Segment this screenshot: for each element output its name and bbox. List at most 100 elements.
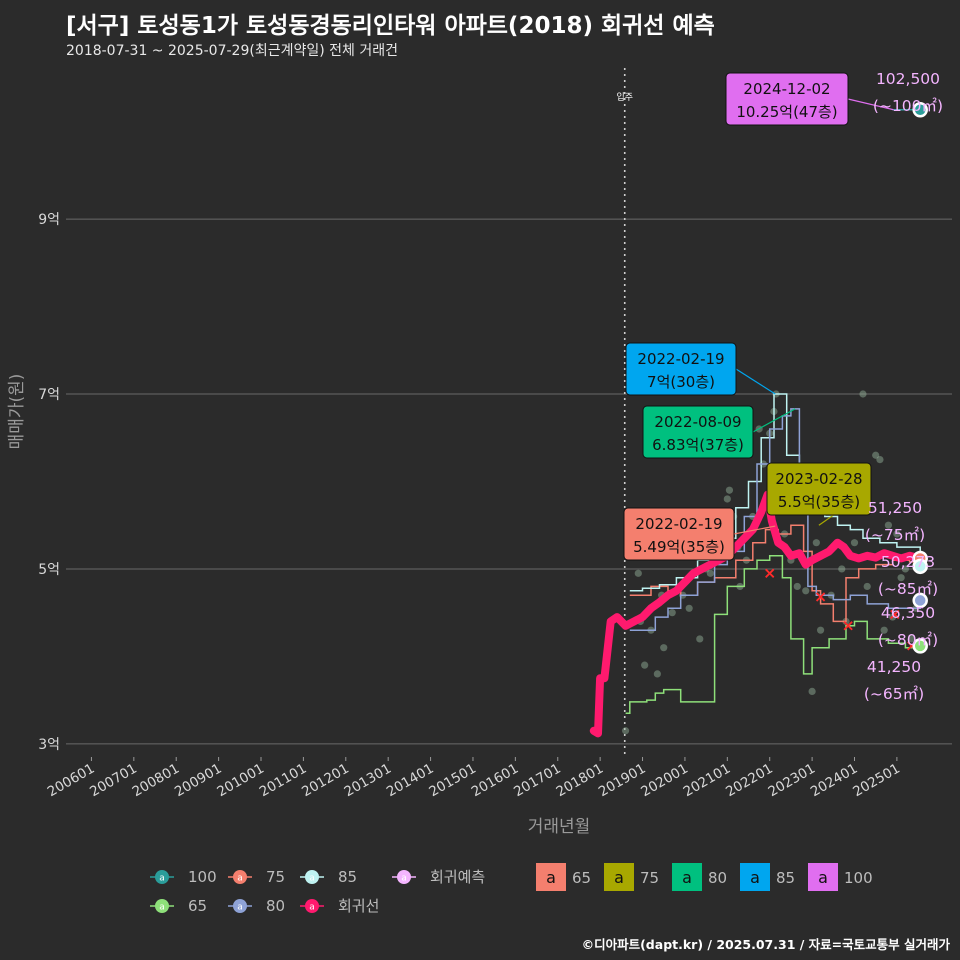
trade-point — [876, 456, 884, 464]
x-tick-label: 200901 — [172, 761, 225, 801]
legend-box-letter: a — [546, 868, 556, 887]
y-tick-label: 3억 — [38, 737, 60, 753]
forecast-area-label: (~75㎡) — [865, 526, 925, 544]
legend-box-letter: a — [614, 868, 624, 887]
legend-label: 75 — [266, 868, 285, 886]
trade-point — [706, 569, 714, 577]
x-tick-label: 200801 — [130, 761, 183, 801]
y-tick-label: 9억 — [38, 212, 60, 228]
forecast-value-label: 102,500 — [876, 70, 940, 88]
forecast-point-s65 — [912, 638, 928, 654]
legend-box-letter: a — [682, 868, 692, 887]
forecast-point-s85 — [912, 558, 928, 575]
trade-point — [850, 539, 859, 547]
trade-point — [802, 587, 810, 595]
legend-dot — [397, 870, 411, 884]
trade-point — [901, 565, 909, 573]
trade-point — [685, 604, 693, 612]
legend-box — [604, 863, 634, 891]
trade-point — [880, 626, 888, 634]
legend-box — [536, 863, 566, 891]
legend-dot-letter: a — [401, 874, 407, 884]
x-tick-label: 201001 — [214, 761, 267, 801]
legend-box — [808, 863, 838, 891]
legend-box-letter: a — [818, 868, 828, 887]
legend-dot-letter: a — [237, 874, 243, 884]
annotation-date: 2022-08-09 — [654, 413, 741, 431]
cross-mark — [843, 621, 853, 631]
trade-point — [863, 582, 871, 591]
legend-box-label: 85 — [776, 869, 795, 887]
legend-dot-letter: a — [309, 903, 315, 913]
trade-point — [859, 390, 867, 398]
regression-line — [589, 490, 925, 738]
legend-box-label: 80 — [708, 869, 727, 887]
legend-label: 회귀선 — [338, 897, 379, 915]
trade-point — [893, 530, 901, 538]
x-tick-label: 201801 — [554, 761, 607, 801]
legend-label: 회귀예측 — [430, 868, 485, 886]
series-line-s80 — [629, 408, 921, 631]
annotation-value: 6.83억(37층) — [652, 436, 744, 454]
annotation-value: 7억(30층) — [647, 373, 715, 391]
trade-point — [641, 661, 649, 669]
trade-point — [725, 486, 734, 494]
plot-panel — [66, 66, 952, 757]
annotation-connector — [847, 98, 894, 111]
trade-point — [660, 644, 668, 652]
legend-box-letter: a — [750, 868, 760, 887]
forecast-area-label: (~80㎡) — [878, 631, 938, 649]
legend-dot — [305, 870, 319, 884]
legend-dot — [233, 870, 247, 884]
source-caption: ©디아파트(dapt.kr) / 2025.07.31 / 자료=국토교통부 실… — [581, 937, 950, 952]
trade-point — [634, 569, 642, 577]
legend-box — [672, 863, 702, 891]
x-tick-label: 201101 — [257, 761, 310, 801]
x-tick-label: 202501 — [850, 761, 903, 801]
x-tick-label: 202401 — [808, 761, 861, 801]
legend-dot-letter: a — [159, 903, 165, 913]
forecast-area-label: (~65㎡) — [864, 685, 924, 703]
cross-mark — [765, 568, 775, 578]
legend-dot-letter: a — [159, 874, 165, 884]
trade-point — [668, 609, 676, 617]
y-tick-label: 7억 — [38, 387, 60, 403]
annotation-box — [642, 405, 754, 459]
trade-point — [816, 626, 825, 634]
annotation-date: 2022-02-19 — [637, 350, 724, 368]
trade-point — [812, 539, 820, 547]
move-in-label: 입주 — [616, 91, 633, 103]
cross-mark — [815, 592, 826, 602]
annotation-value: 5.49억(35층) — [633, 538, 725, 556]
x-tick-label: 201201 — [299, 761, 352, 801]
x-tick-label: 202001 — [638, 761, 691, 801]
chart-title: [서구] 토성동1가 토성동경동리인타워 아파트(2018) 회귀선 예측 — [66, 13, 715, 39]
x-tick-label: 201401 — [384, 761, 437, 801]
legend-dot — [155, 899, 169, 913]
x-tick-label: 201501 — [426, 761, 479, 801]
x-tick-label: 200701 — [87, 761, 140, 801]
x-tick-label: 201701 — [511, 761, 564, 801]
legend-dot-letter: a — [237, 903, 243, 913]
y-tick-label: 5억 — [38, 562, 60, 578]
annotation-box — [766, 462, 872, 516]
legend-box — [740, 863, 770, 891]
forecast-point-s100 — [912, 101, 928, 118]
trade-point — [838, 565, 846, 573]
annotation-box — [725, 72, 849, 126]
annotation-value: 5.5억(35층) — [778, 493, 860, 511]
annotation-connector — [733, 525, 776, 535]
legend-dot — [305, 899, 319, 913]
series-line-s85 — [629, 393, 921, 592]
legend-dot — [233, 899, 247, 913]
annotation-date: 2024-12-02 — [743, 80, 830, 98]
legend-label: 80 — [266, 897, 285, 915]
trade-point — [723, 495, 731, 503]
trade-point — [793, 582, 801, 591]
annotation-connector — [752, 408, 796, 433]
legend-dot-letter: a — [309, 874, 315, 884]
annotation-connector — [735, 368, 776, 395]
x-tick-label: 201601 — [469, 761, 522, 801]
plot-svg: 3억5억7억9억20060120070120080120090120100120… — [7, 66, 952, 915]
